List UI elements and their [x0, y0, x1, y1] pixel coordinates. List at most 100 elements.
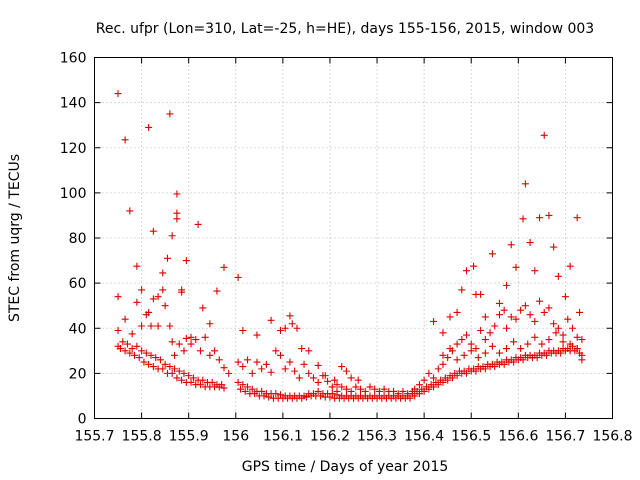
data-point — [253, 358, 261, 366]
data-point — [540, 308, 548, 316]
data-point — [161, 360, 169, 368]
data-point — [415, 381, 423, 389]
data-point — [154, 293, 162, 301]
data-point — [171, 351, 179, 359]
data-point — [430, 383, 438, 391]
y-tick-label: 0 — [78, 412, 87, 428]
data-point — [244, 383, 252, 391]
data-point — [314, 378, 322, 386]
x-tick-label: 156.2 — [310, 429, 350, 445]
data-point — [521, 180, 529, 188]
data-point — [267, 368, 275, 376]
data-point — [519, 356, 527, 364]
data-point — [460, 351, 468, 359]
data-point — [503, 345, 511, 353]
data-point — [550, 320, 558, 328]
data-point — [521, 302, 529, 310]
data-point — [444, 354, 452, 362]
data-point — [173, 190, 181, 198]
x-tick-label: 156.6 — [498, 429, 538, 445]
data-point — [578, 336, 586, 344]
data-point — [472, 367, 480, 375]
data-point — [467, 347, 475, 355]
data-point — [425, 369, 433, 377]
data-point — [434, 365, 442, 373]
data-point — [573, 214, 581, 222]
data-point — [319, 372, 327, 380]
data-point — [114, 90, 122, 98]
data-point — [411, 392, 419, 400]
data-point — [234, 378, 242, 386]
data-point — [298, 345, 306, 353]
data-point — [404, 390, 412, 398]
data-point — [286, 312, 294, 320]
x-tick-label: 155.8 — [122, 429, 162, 445]
data-point — [128, 345, 136, 353]
data-point — [159, 269, 167, 277]
x-tick-label: 156.7 — [545, 429, 585, 445]
x-tick-label: 156.1 — [263, 429, 303, 445]
data-point — [474, 354, 482, 362]
data-point — [564, 315, 572, 323]
data-point — [138, 286, 146, 294]
data-point — [347, 387, 355, 395]
data-point — [439, 360, 447, 368]
data-point — [288, 320, 296, 328]
data-point — [531, 317, 539, 325]
y-axis-ticks: 0 20 40 60 80 100 120 140 160 — [60, 51, 613, 428]
data-point — [277, 327, 285, 335]
data-point — [488, 250, 496, 258]
data-point — [366, 383, 374, 391]
data-point — [286, 358, 294, 366]
x-tick-label: 156.5 — [451, 429, 491, 445]
data-point — [166, 363, 174, 371]
data-point — [305, 347, 313, 355]
data-point — [154, 322, 162, 330]
data-point — [536, 297, 544, 305]
data-point — [394, 390, 402, 398]
x-axis-label: GPS time / Days of year 2015 — [242, 459, 449, 475]
data-point — [196, 347, 204, 355]
data-point — [390, 387, 398, 395]
data-point — [300, 360, 308, 368]
data-point — [149, 363, 157, 371]
data-point — [149, 227, 157, 235]
data-point — [220, 364, 228, 372]
data-point — [166, 110, 174, 118]
data-point — [208, 378, 216, 386]
data-point — [123, 340, 131, 348]
data-point — [166, 322, 174, 330]
data-point — [180, 347, 188, 355]
data-point — [253, 331, 261, 339]
data-point — [163, 254, 171, 262]
data-point — [439, 378, 447, 386]
data-point — [145, 360, 153, 368]
data-point — [185, 372, 193, 380]
data-point — [554, 324, 562, 332]
data-point — [314, 387, 322, 395]
data-point — [439, 329, 447, 337]
data-point — [507, 313, 515, 321]
data-point — [566, 262, 574, 270]
data-point — [573, 345, 581, 353]
data-point — [234, 273, 242, 281]
data-point — [536, 214, 544, 222]
data-point — [309, 374, 317, 382]
data-point — [333, 387, 341, 395]
data-point — [467, 340, 475, 348]
x-tick-label: 156.4 — [404, 429, 444, 445]
data-point — [531, 267, 539, 275]
data-point — [342, 385, 350, 393]
data-point — [206, 351, 214, 359]
data-point — [220, 263, 228, 271]
data-point — [133, 342, 141, 350]
data-point — [517, 345, 525, 353]
data-point — [187, 378, 195, 386]
data-point — [439, 351, 447, 359]
data-point — [272, 347, 280, 355]
data-point — [531, 333, 539, 341]
x-tick-label: 156.3 — [357, 429, 397, 445]
data-point — [126, 349, 134, 357]
data-point — [145, 123, 153, 131]
y-axis-label: STEC from uqrg / TECUs — [7, 154, 23, 322]
